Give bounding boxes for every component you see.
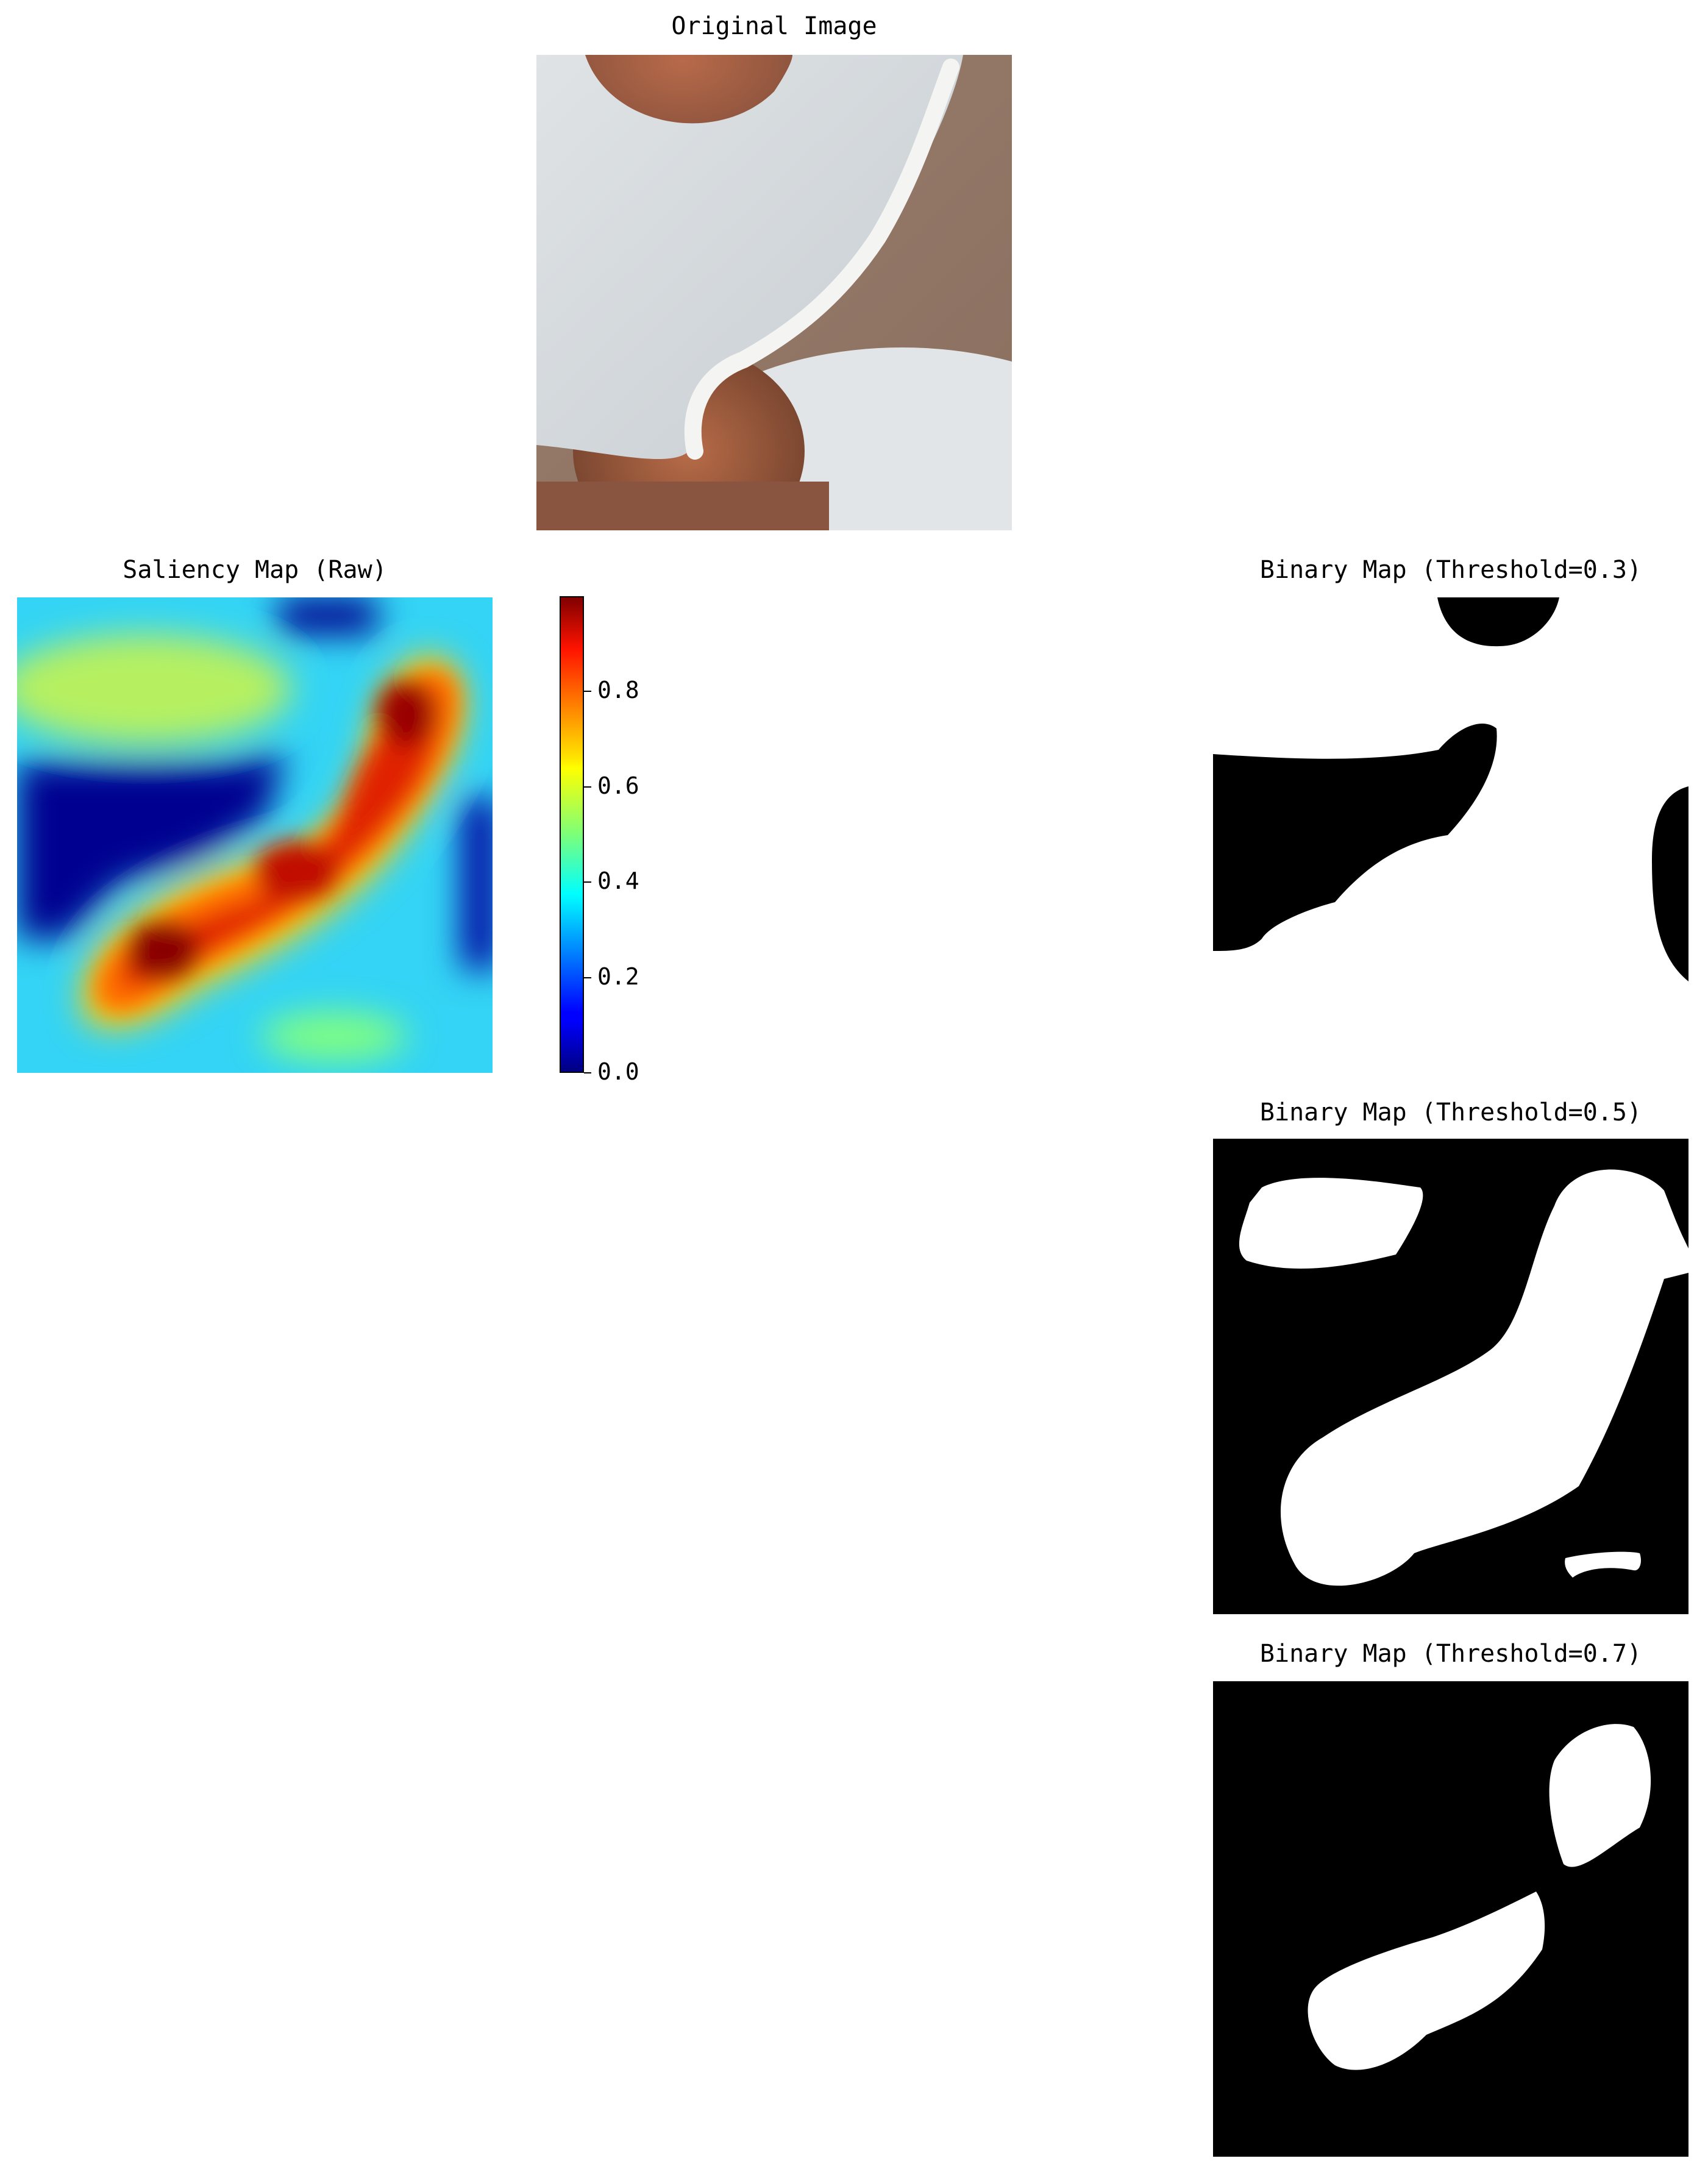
colorbar-tick	[584, 881, 591, 883]
binary-map-title-1: Binary Map (Threshold=0.3)	[1259, 556, 1642, 584]
saliency-map	[17, 597, 493, 1073]
saliency-map-title: Saliency Map (Raw)	[123, 556, 387, 584]
binary-map-title-2: Binary Map (Threshold=0.5)	[1259, 1098, 1642, 1127]
colorbar-tick	[584, 691, 591, 692]
colorbar-tick	[584, 786, 591, 788]
original-image	[536, 55, 1012, 530]
binary-map-3	[1213, 1681, 1688, 2157]
binary-map-1	[1213, 597, 1688, 981]
colorbar-tick-label: 0.8	[597, 677, 639, 704]
colorbar-tick	[584, 1072, 591, 1073]
binary-map-title-3: Binary Map (Threshold=0.7)	[1259, 1640, 1642, 1668]
binary-map-2	[1213, 1139, 1688, 1614]
colorbar-tick-label: 0.6	[597, 772, 639, 799]
colorbar-tick	[584, 977, 591, 978]
colorbar-tick-label: 0.2	[597, 963, 639, 990]
colorbar-tick-label: 0.4	[597, 867, 639, 895]
original-image-title: Original Image	[671, 12, 877, 40]
colorbar-tick-label: 0.0	[597, 1058, 639, 1085]
colorbar	[560, 596, 584, 1073]
